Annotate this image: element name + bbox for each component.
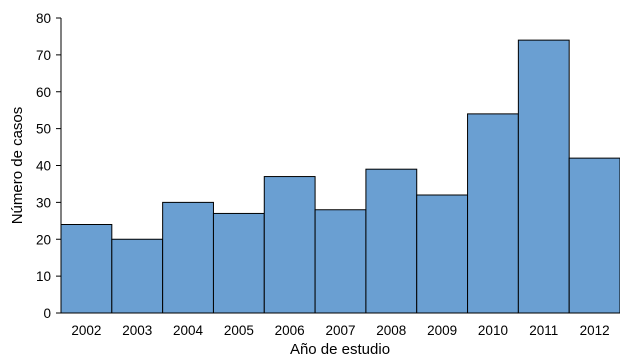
- y-tick-label-30: 30: [36, 195, 51, 210]
- y-tick-label-80: 80: [36, 11, 51, 26]
- bars-group: [60, 39, 620, 314]
- y-axis-ticks: 0 10 20 30 40 50 60 70 80: [36, 11, 61, 321]
- x-tick-label-2010: 2010: [478, 323, 508, 338]
- bar-2007: [314, 209, 367, 314]
- bar-2012: [568, 157, 620, 314]
- x-tick-label-2005: 2005: [224, 323, 254, 338]
- bar-2002: [60, 224, 113, 314]
- x-tick-label-2008: 2008: [376, 323, 406, 338]
- y-tick-label-10: 10: [36, 269, 51, 284]
- x-axis-ticks: 2002 2003 2004 2005 2006 2007 2008 2009 2010 2011…: [71, 323, 609, 338]
- x-tick-label-2002: 2002: [71, 323, 101, 338]
- x-tick-label-2006: 2006: [275, 323, 305, 338]
- y-tick-label-70: 70: [36, 48, 51, 63]
- bar-2009: [416, 194, 469, 314]
- bar-2005: [212, 212, 265, 314]
- x-axis-title: Año de estudio: [290, 341, 390, 358]
- y-tick-label-20: 20: [36, 232, 51, 247]
- x-tick-label-2007: 2007: [325, 323, 355, 338]
- bar-2010: [467, 113, 519, 314]
- y-axis-title: Número de casos: [9, 107, 26, 225]
- bar-2011: [517, 39, 570, 314]
- x-tick-label-2003: 2003: [122, 323, 152, 338]
- x-tick-label-2009: 2009: [427, 323, 457, 338]
- x-tick-label-2004: 2004: [173, 323, 204, 338]
- y-tick-label-0: 0: [43, 306, 51, 321]
- x-tick-label-2011: 2011: [529, 323, 558, 338]
- y-tick-label-40: 40: [36, 159, 51, 174]
- x-tick-label-2012: 2012: [580, 323, 610, 338]
- bar-2003: [111, 238, 164, 314]
- bar-2008: [365, 168, 418, 314]
- bar-2004: [162, 201, 214, 314]
- bar-2006: [263, 176, 316, 314]
- y-tick-label-50: 50: [36, 122, 51, 137]
- y-tick-label-60: 60: [36, 85, 51, 100]
